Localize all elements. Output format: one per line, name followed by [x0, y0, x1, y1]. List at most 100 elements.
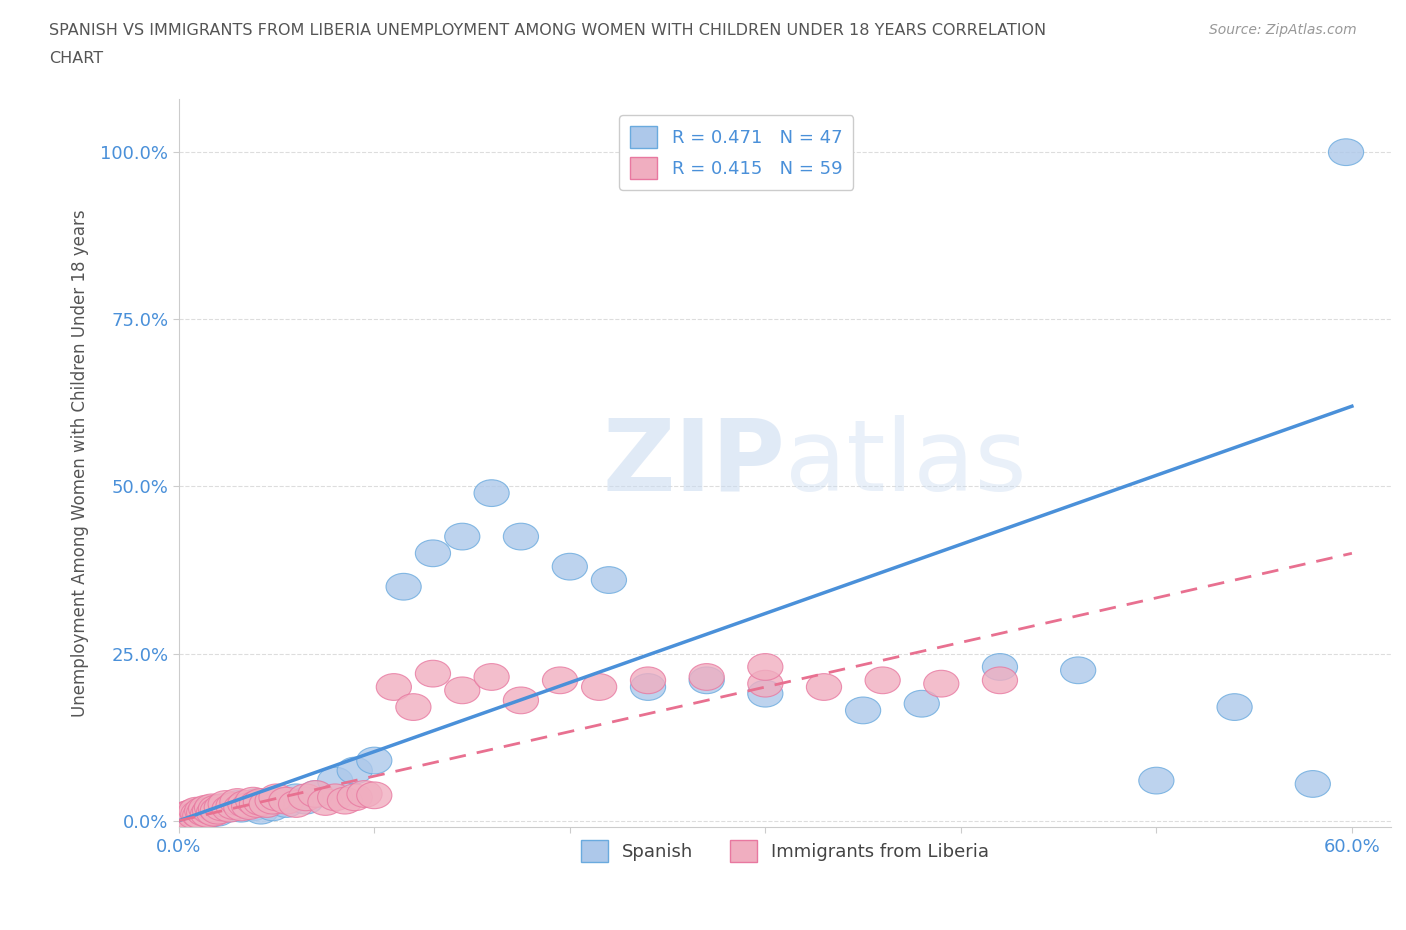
Ellipse shape	[288, 784, 323, 811]
Ellipse shape	[197, 795, 232, 822]
Ellipse shape	[1218, 694, 1253, 721]
Ellipse shape	[503, 524, 538, 550]
Ellipse shape	[229, 790, 264, 817]
Text: CHART: CHART	[49, 51, 103, 66]
Ellipse shape	[232, 792, 267, 819]
Ellipse shape	[209, 795, 245, 822]
Ellipse shape	[474, 664, 509, 690]
Ellipse shape	[169, 804, 204, 831]
Ellipse shape	[924, 671, 959, 698]
Ellipse shape	[337, 784, 373, 811]
Text: SPANISH VS IMMIGRANTS FROM LIBERIA UNEMPLOYMENT AMONG WOMEN WITH CHILDREN UNDER : SPANISH VS IMMIGRANTS FROM LIBERIA UNEMP…	[49, 23, 1046, 38]
Ellipse shape	[415, 660, 450, 687]
Ellipse shape	[249, 790, 284, 817]
Ellipse shape	[173, 804, 208, 830]
Ellipse shape	[387, 574, 422, 600]
Ellipse shape	[172, 804, 207, 830]
Ellipse shape	[193, 801, 228, 828]
Ellipse shape	[197, 799, 232, 826]
Ellipse shape	[174, 799, 209, 826]
Ellipse shape	[278, 784, 314, 811]
Ellipse shape	[865, 667, 900, 694]
Ellipse shape	[190, 801, 226, 828]
Ellipse shape	[278, 790, 314, 817]
Ellipse shape	[254, 788, 290, 814]
Ellipse shape	[415, 540, 450, 566]
Ellipse shape	[269, 790, 304, 817]
Ellipse shape	[184, 797, 219, 824]
Ellipse shape	[298, 780, 333, 807]
Ellipse shape	[165, 804, 200, 830]
Ellipse shape	[503, 687, 538, 713]
Ellipse shape	[194, 794, 229, 820]
Ellipse shape	[748, 671, 783, 698]
Ellipse shape	[212, 795, 247, 822]
Ellipse shape	[748, 654, 783, 681]
Ellipse shape	[474, 480, 509, 507]
Ellipse shape	[543, 667, 578, 694]
Ellipse shape	[582, 673, 617, 700]
Ellipse shape	[259, 784, 294, 811]
Ellipse shape	[298, 780, 333, 807]
Ellipse shape	[347, 780, 382, 807]
Ellipse shape	[188, 795, 224, 822]
Ellipse shape	[190, 797, 226, 824]
Ellipse shape	[444, 677, 479, 704]
Ellipse shape	[444, 524, 479, 550]
Ellipse shape	[193, 797, 228, 824]
Ellipse shape	[553, 553, 588, 580]
Ellipse shape	[318, 784, 353, 811]
Ellipse shape	[177, 802, 212, 829]
Ellipse shape	[198, 795, 233, 822]
Ellipse shape	[200, 797, 235, 824]
Ellipse shape	[200, 799, 235, 826]
Ellipse shape	[239, 790, 274, 817]
Ellipse shape	[217, 792, 252, 819]
Ellipse shape	[592, 566, 627, 593]
Ellipse shape	[219, 789, 254, 816]
Y-axis label: Unemployment Among Women with Children Under 18 years: Unemployment Among Women with Children U…	[72, 209, 89, 717]
Ellipse shape	[689, 664, 724, 690]
Ellipse shape	[177, 801, 212, 828]
Ellipse shape	[254, 794, 290, 820]
Ellipse shape	[377, 673, 412, 700]
Text: ZIP: ZIP	[602, 415, 785, 512]
Ellipse shape	[689, 667, 724, 694]
Ellipse shape	[224, 795, 259, 822]
Ellipse shape	[259, 788, 294, 814]
Ellipse shape	[357, 782, 392, 809]
Ellipse shape	[228, 790, 263, 817]
Text: Source: ZipAtlas.com: Source: ZipAtlas.com	[1209, 23, 1357, 37]
Ellipse shape	[845, 698, 880, 724]
Ellipse shape	[308, 789, 343, 816]
Ellipse shape	[181, 799, 217, 826]
Ellipse shape	[288, 788, 323, 814]
Ellipse shape	[1329, 139, 1364, 166]
Ellipse shape	[337, 757, 373, 784]
Ellipse shape	[219, 790, 254, 817]
Ellipse shape	[204, 794, 239, 820]
Ellipse shape	[204, 794, 239, 820]
Ellipse shape	[1139, 767, 1174, 794]
Ellipse shape	[224, 794, 259, 820]
Ellipse shape	[357, 747, 392, 774]
Ellipse shape	[328, 788, 363, 814]
Ellipse shape	[183, 802, 218, 829]
Text: atlas: atlas	[785, 415, 1026, 512]
Ellipse shape	[235, 788, 271, 814]
Ellipse shape	[630, 673, 665, 700]
Ellipse shape	[179, 797, 214, 824]
Ellipse shape	[318, 767, 353, 794]
Ellipse shape	[187, 802, 222, 829]
Ellipse shape	[630, 667, 665, 694]
Legend: Spanish, Immigrants from Liberia: Spanish, Immigrants from Liberia	[574, 833, 997, 870]
Ellipse shape	[187, 799, 222, 826]
Ellipse shape	[243, 789, 278, 816]
Ellipse shape	[396, 694, 432, 721]
Ellipse shape	[1295, 771, 1330, 797]
Ellipse shape	[249, 790, 284, 817]
Ellipse shape	[983, 667, 1018, 694]
Ellipse shape	[184, 797, 219, 824]
Ellipse shape	[239, 789, 274, 816]
Ellipse shape	[243, 797, 278, 824]
